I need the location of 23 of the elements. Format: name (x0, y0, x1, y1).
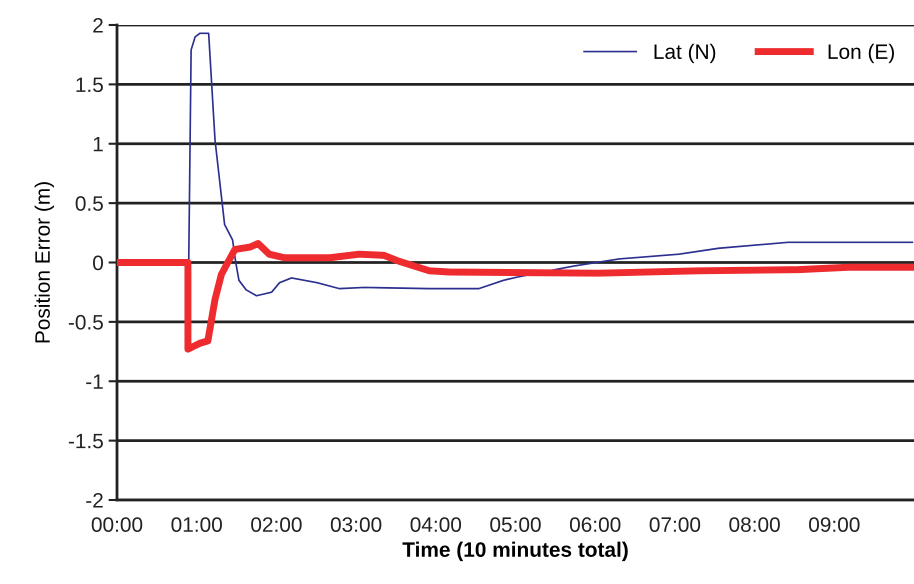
y-tick-label: -2 (86, 493, 103, 508)
y-tick-label: 0 (93, 256, 103, 270)
x-tick-label: 00:00 (92, 517, 142, 532)
y-tick-label: 0.5 (76, 196, 103, 211)
y-axis-title: Position Error (m) (34, 182, 54, 342)
y-tick-label: 1.5 (76, 78, 103, 92)
x-tick-label: 04:00 (410, 517, 462, 532)
x-tick-label: 08:00 (729, 517, 780, 532)
x-tick-label: 06:00 (570, 517, 620, 532)
x-tick-label: 02:00 (251, 517, 302, 532)
x-tick-label: 01:00 (171, 517, 222, 532)
y-tick-label: 1 (94, 136, 103, 152)
y-tick-label: 2 (93, 18, 103, 33)
legend-label: Lon (E) (828, 44, 894, 64)
y-tick-label: -1.5 (68, 434, 103, 448)
x-tick-label: 05:00 (490, 517, 541, 532)
x-tick-label: 09:00 (809, 517, 860, 532)
legend-label: Lat (N) (654, 44, 716, 64)
y-tick-label: -1 (86, 374, 103, 389)
x-axis-title: Time (10 minutes total) (402, 542, 628, 562)
x-tick-label: 07:00 (650, 517, 700, 532)
x-tick-label: 03:00 (330, 517, 382, 532)
y-tick-label: -0.5 (68, 314, 103, 330)
